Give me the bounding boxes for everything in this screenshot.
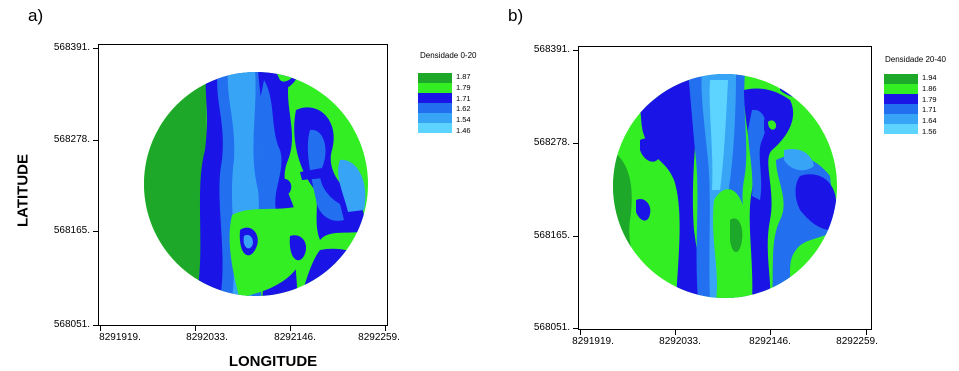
contour-area [636, 198, 651, 221]
contour-area [640, 74, 702, 298]
panel-a-legend-title: Densidade 0-20 [420, 51, 477, 60]
y-tick-label: 568278. [533, 137, 570, 148]
legend-value: 1.71 [922, 105, 937, 114]
legend-swatch [884, 114, 918, 124]
contour-area [289, 235, 307, 261]
legend-swatch [418, 93, 452, 103]
legend-value: 1.94 [922, 73, 937, 82]
legend-swatch [418, 103, 452, 113]
legend-swatch [418, 113, 452, 123]
legend-value: 1.86 [922, 84, 937, 93]
x-tick-label: 8291919. [572, 336, 614, 347]
legend-swatch [418, 83, 452, 93]
legend-swatch [884, 104, 918, 114]
contour-area [229, 205, 345, 296]
contour-area [320, 95, 353, 135]
y-tick-label: 568165. [53, 225, 90, 236]
contour-area [730, 218, 743, 252]
contour-area [307, 129, 344, 221]
legend-value: 1.64 [922, 116, 937, 125]
contour-area [748, 109, 766, 200]
y-tick-label: 568391. [53, 42, 90, 53]
legend-swatch [884, 84, 918, 94]
contour-area [258, 80, 282, 215]
panel-b-legend-title: Densidade 20-40 [885, 55, 946, 64]
legend-swatch [418, 123, 452, 133]
legend-swatch [418, 73, 452, 83]
legend-value: 1.79 [456, 83, 471, 92]
x-tick-label: 8292146. [749, 336, 791, 347]
legend-swatch [884, 94, 918, 104]
panel-a-label: a) [28, 6, 44, 25]
legend-value: 1.56 [922, 127, 937, 136]
x-axis-title: LONGITUDE [228, 353, 318, 370]
contour-area [243, 234, 253, 249]
y-tick-label: 568051. [533, 322, 570, 333]
legend-value: 1.54 [456, 115, 471, 124]
y-tick-label: 568165. [533, 230, 570, 241]
panel-b-label: b) [508, 6, 524, 25]
contour-area [338, 159, 366, 212]
x-tick-label: 8292259. [358, 332, 400, 343]
legend-value: 1.46 [456, 126, 471, 135]
contour-area [768, 120, 777, 130]
contour-area [640, 138, 661, 162]
y-tick-label: 568391. [533, 44, 570, 55]
x-tick-label: 8292033. [186, 332, 228, 343]
x-tick-label: 8292259. [836, 336, 878, 347]
y-tick-label: 568278. [53, 134, 90, 145]
x-tick-label: 8292146. [274, 332, 316, 343]
legend-value: 1.79 [922, 95, 937, 104]
contour-area [300, 168, 324, 180]
legend-value: 1.62 [456, 104, 471, 113]
contour-area [709, 80, 728, 190]
contour-area [795, 174, 836, 231]
legend-swatch [884, 74, 918, 84]
contour-area [784, 148, 814, 171]
legend-value: 1.71 [456, 94, 471, 103]
x-tick-label: 8292033. [659, 336, 701, 347]
y-tick-label: 568051. [53, 319, 90, 330]
legend-value: 1.87 [456, 72, 471, 81]
legend-swatch [884, 124, 918, 134]
x-tick-label: 8291919. [99, 332, 141, 343]
contour-area [279, 178, 292, 195]
